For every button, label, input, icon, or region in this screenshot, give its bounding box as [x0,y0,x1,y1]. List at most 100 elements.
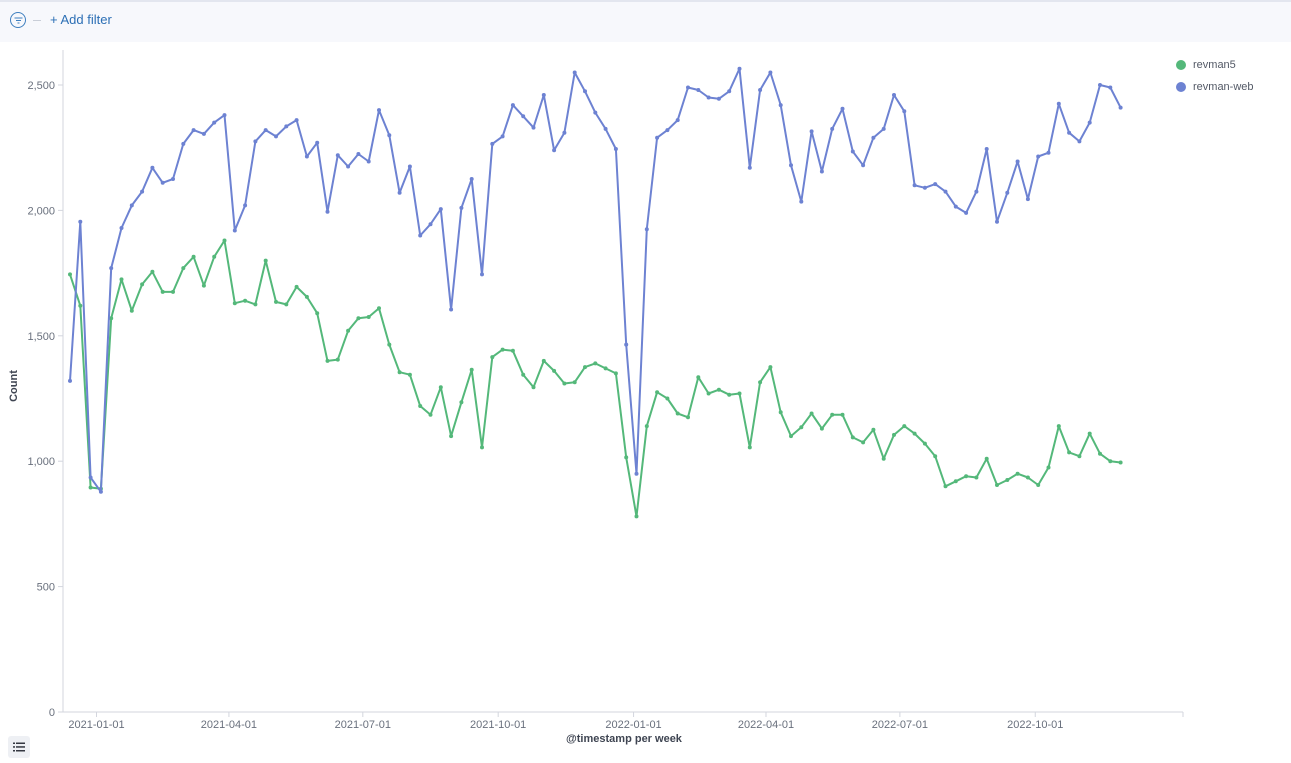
data-point-revman5 [294,284,299,289]
data-point-revman-web [140,189,145,194]
data-point-revman-web [1087,120,1092,125]
data-point-revman5 [1067,450,1072,455]
data-point-revman5 [922,441,927,446]
data-point-revman-web [1025,197,1030,202]
data-point-revman-web [706,95,711,100]
data-point-revman-web [922,185,927,190]
data-point-revman-web [572,70,577,75]
data-point-revman5 [1046,465,1051,470]
data-point-revman5 [603,366,608,371]
data-point-revman-web [397,190,402,195]
y-tick-label: 2,000 [27,205,55,217]
data-point-revman-web [325,209,330,214]
data-point-revman-web [995,219,999,224]
data-point-revman-web [1108,85,1113,90]
data-point-revman5 [995,483,999,487]
data-point-revman5 [964,474,969,479]
data-point-revman-web [428,222,433,227]
data-point-revman-web [933,182,938,187]
data-point-revman5 [68,272,72,277]
data-point-revman5 [469,367,474,372]
data-point-revman-web [212,120,217,125]
data-point-revman-web [181,141,186,146]
legend-item-revman5[interactable]: revman5 [1174,54,1274,76]
data-point-revman5 [222,238,227,243]
data-point-revman5 [1118,460,1123,465]
data-point-revman5 [459,400,464,405]
data-point-revman-web [696,88,701,92]
x-tick-label: 2022-07-01 [872,719,928,731]
data-point-revman-web [1036,154,1041,159]
data-point-revman-web [789,163,793,168]
data-point-revman-web [68,378,72,383]
add-filter-button[interactable]: + Add filter [50,12,112,27]
data-point-revman-web [892,93,896,97]
data-point-revman5 [243,298,248,303]
x-tick-label: 2021-07-01 [335,719,391,731]
data-point-revman5 [747,445,752,450]
data-point-revman-web [758,88,763,92]
data-point-revman-web [830,126,835,131]
data-point-revman5 [500,347,505,352]
data-point-revman-web [171,177,175,181]
legend-toggle-button[interactable] [8,736,30,758]
y-tick-label: 1,500 [27,331,55,343]
data-point-revman-web [366,159,371,164]
x-tick-label: 2021-04-01 [201,719,257,731]
data-point-revman-web [284,124,289,129]
data-point-revman-web [1056,101,1061,106]
data-point-revman-web [222,113,227,118]
data-point-revman5 [572,380,577,385]
data-point-revman5 [593,361,598,366]
data-point-revman5 [1056,424,1061,429]
y-tick-label: 2,500 [27,80,55,92]
data-point-revman-web [624,342,629,347]
data-point-revman5 [737,391,742,396]
data-point-revman-web [1118,105,1123,110]
data-point-revman5 [881,456,886,461]
data-point-revman5 [696,375,701,380]
data-point-revman5 [315,311,320,316]
data-point-revman5 [912,431,917,436]
data-point-revman-web [500,134,505,139]
data-point-revman5 [181,266,186,271]
data-point-revman-web [490,141,495,146]
data-point-revman5 [88,485,93,490]
series-line-revman-web [69,67,1122,493]
data-point-revman5 [171,289,175,294]
filter-bar: + Add filter [0,0,1291,42]
filter-icon[interactable] [10,12,26,28]
data-point-revman-web [521,114,526,119]
data-point-revman5 [253,302,258,307]
data-point-revman5 [387,342,392,347]
filter-separator [33,20,41,21]
data-point-revman-web [418,233,423,238]
data-point-revman5 [377,306,381,311]
data-point-revman-web [881,126,886,131]
data-point-revman-web [119,226,124,230]
data-point-revman-web [294,118,299,123]
data-point-revman-web [912,183,917,188]
data-point-revman5 [418,404,423,408]
data-point-revman5 [768,365,773,370]
data-point-revman5 [892,432,896,437]
legend-item-revman-web[interactable]: revman-web [1174,76,1274,98]
data-point-revman5 [562,381,567,386]
data-point-revman5 [521,372,526,377]
data-point-revman-web [964,210,969,215]
data-point-revman-web [634,471,639,476]
data-point-revman-web [902,109,907,114]
data-point-revman5 [397,370,402,375]
data-point-revman5 [78,303,83,308]
data-point-revman5 [407,372,412,377]
data-point-revman-web [840,106,845,111]
data-point-revman-web [768,70,773,75]
data-point-revman-web [850,149,855,154]
data-point-revman-web [943,189,948,194]
legend-label: revman5 [1193,59,1236,71]
data-point-revman-web [583,89,587,94]
data-point-revman5 [129,308,134,313]
data-point-revman5 [799,425,804,430]
data-point-revman5 [861,440,866,445]
data-point-revman-web [799,199,804,204]
